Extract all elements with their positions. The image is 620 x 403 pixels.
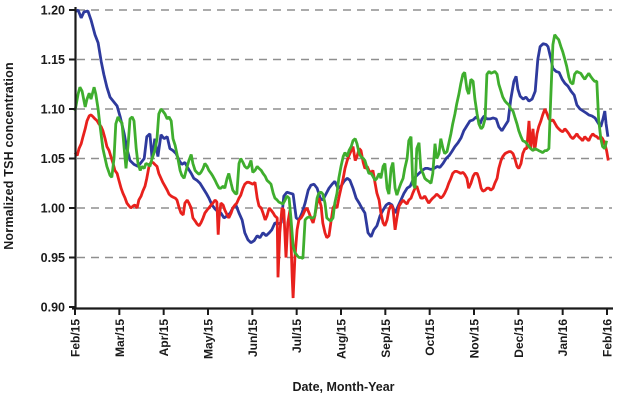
- x-tick-label: Feb/15: [69, 319, 83, 357]
- x-tick-label: Nov/15: [468, 319, 482, 359]
- series-green-line: [73, 33, 608, 260]
- y-tick-label: 1.00: [41, 202, 65, 216]
- y-tick-label: 1.05: [41, 152, 65, 166]
- x-tick-label: Jan/16: [556, 319, 570, 357]
- x-tick-label: Oct/15: [423, 319, 437, 356]
- series-blue-line: [74, 8, 610, 244]
- x-axis-title: Date, Month-Year: [292, 380, 395, 394]
- x-tick-label: Dec/15: [512, 319, 526, 358]
- x-tick-label: Feb/16: [601, 319, 615, 357]
- y-axis-title: Normalized TSH concentration: [2, 62, 16, 250]
- x-tick-label: Mar/15: [113, 319, 127, 357]
- x-tick-label: Jun/15: [246, 319, 260, 357]
- y-tick-label: 1.15: [41, 53, 65, 67]
- y-tick-label: 0.90: [41, 301, 65, 315]
- x-tick-label: Aug/15: [335, 319, 349, 359]
- x-tick-label: May/15: [202, 319, 216, 359]
- x-tick-label: Apr/15: [157, 319, 171, 357]
- y-tick-label: 1.20: [41, 4, 65, 18]
- x-tick-label: Sep/15: [379, 319, 393, 358]
- series-red-line: [73, 108, 610, 299]
- y-tick-label: 1.10: [41, 103, 65, 117]
- y-tick-label: 0.95: [41, 251, 65, 265]
- x-tick-label: Jul/15: [290, 319, 304, 353]
